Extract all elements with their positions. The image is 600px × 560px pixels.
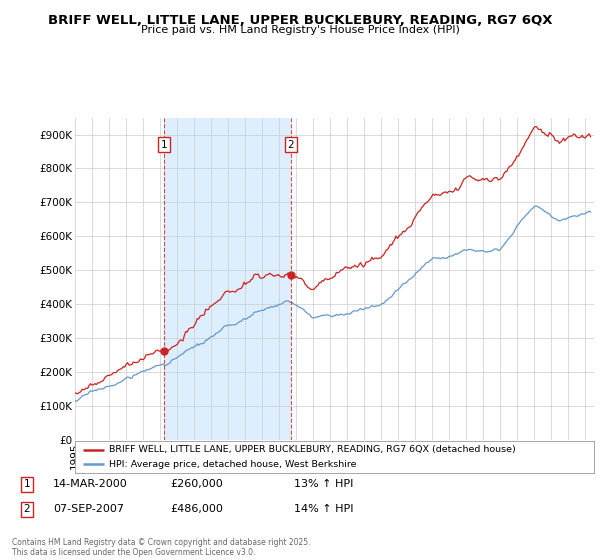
Text: Contains HM Land Registry data © Crown copyright and database right 2025.
This d: Contains HM Land Registry data © Crown c…: [12, 538, 311, 557]
Bar: [164, 118, 291, 440]
Text: 07-SEP-2007: 07-SEP-2007: [53, 505, 124, 515]
Text: BRIFF WELL, LITTLE LANE, UPPER BUCKLEBURY, READING, RG7 6QX: BRIFF WELL, LITTLE LANE, UPPER BUCKLEBUR…: [48, 14, 552, 27]
Text: 14% ↑ HPI: 14% ↑ HPI: [294, 505, 354, 515]
Text: 2: 2: [287, 139, 294, 150]
Text: £486,000: £486,000: [171, 505, 224, 515]
Text: Price paid vs. HM Land Registry's House Price Index (HPI): Price paid vs. HM Land Registry's House …: [140, 25, 460, 35]
Text: 2: 2: [23, 505, 30, 515]
Text: £260,000: £260,000: [171, 479, 224, 489]
Text: HPI: Average price, detached house, West Berkshire: HPI: Average price, detached house, West…: [109, 460, 356, 469]
Text: BRIFF WELL, LITTLE LANE, UPPER BUCKLEBURY, READING, RG7 6QX (detached house): BRIFF WELL, LITTLE LANE, UPPER BUCKLEBUR…: [109, 445, 515, 454]
Text: 13% ↑ HPI: 13% ↑ HPI: [294, 479, 353, 489]
Text: 1: 1: [160, 139, 167, 150]
Text: 1: 1: [23, 479, 30, 489]
Text: 14-MAR-2000: 14-MAR-2000: [53, 479, 128, 489]
